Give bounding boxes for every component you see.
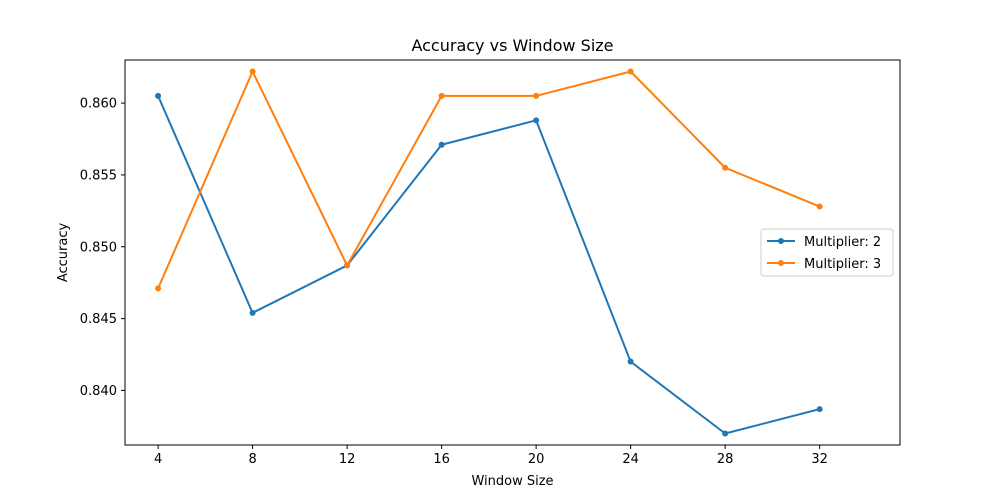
- legend-label: Multiplier: 3: [804, 257, 881, 272]
- legend-marker: [778, 238, 784, 244]
- data-point: [816, 203, 823, 210]
- x-tick-label: 28: [717, 452, 734, 467]
- data-point: [249, 68, 256, 75]
- plot-frame: [124, 59, 901, 446]
- x-axis-title: Window Size: [471, 474, 553, 489]
- legend: Multiplier: 2 Multiplier: 3: [760, 228, 894, 277]
- y-tick-label: 0.855: [80, 168, 117, 183]
- series-line: [157, 70, 821, 289]
- data-point: [722, 164, 729, 171]
- data-point: [533, 117, 540, 124]
- data-point: [155, 92, 162, 99]
- data-point: [249, 309, 256, 316]
- legend-marker: [778, 260, 784, 266]
- y-axis-title: Accuracy: [56, 223, 71, 283]
- x-tick-label: 24: [622, 452, 639, 467]
- data-point: [816, 406, 823, 413]
- y-tick-label: 0.840: [80, 384, 117, 399]
- data-point: [722, 430, 729, 437]
- legend-label: Multiplier: 2: [804, 235, 881, 250]
- x-tick-label: 20: [528, 452, 545, 467]
- legend-item: Multiplier: 3: [767, 257, 881, 272]
- x-tick-label: 4: [154, 452, 162, 467]
- y-tick-label: 0.850: [80, 240, 117, 255]
- legend-item: Multiplier: 2: [767, 235, 881, 250]
- x-tick-label: 32: [811, 452, 828, 467]
- x-axis: 4 8 12 16 20 24 28 32: [154, 445, 828, 467]
- series-layer: [155, 68, 823, 437]
- data-point: [438, 141, 445, 148]
- x-tick-label: 16: [433, 452, 450, 467]
- series-line: [157, 95, 820, 435]
- chart-title: Accuracy vs Window Size: [411, 36, 613, 55]
- y-tick-label: 0.860: [80, 97, 117, 112]
- x-tick-label: 8: [248, 452, 256, 467]
- data-point: [627, 358, 634, 365]
- data-point: [438, 92, 445, 99]
- x-tick-label: 12: [339, 452, 356, 467]
- y-axis: 0.840 0.845 0.850 0.855 0.860: [80, 97, 125, 399]
- data-point: [155, 285, 162, 292]
- series-2: [155, 68, 823, 292]
- y-tick-label: 0.845: [80, 312, 117, 327]
- data-point: [627, 68, 634, 75]
- data-point: [344, 262, 351, 269]
- data-point: [533, 92, 540, 99]
